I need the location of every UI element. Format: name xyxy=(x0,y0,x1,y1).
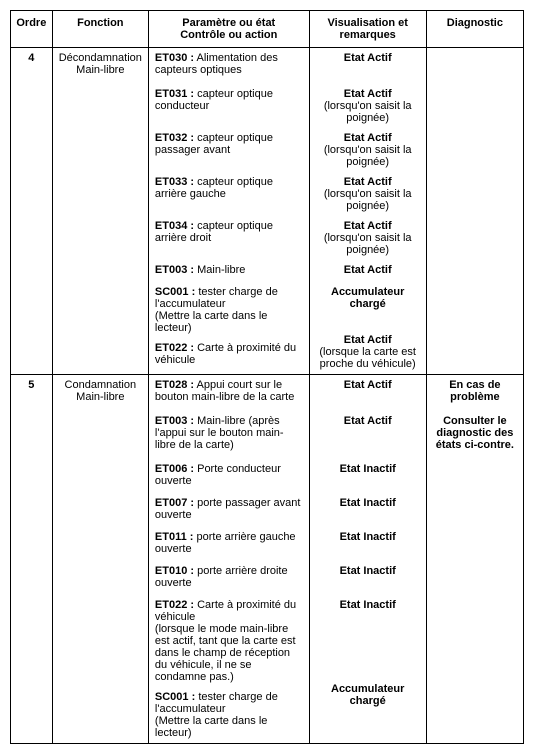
param-block: ET022 : Carte à proximité du véhicule xyxy=(155,342,303,370)
visual-state: Etat Inactif xyxy=(316,531,420,543)
param-block: ET028 : Appui court sur le bouton main-l… xyxy=(155,379,303,407)
param-code: ET028 : xyxy=(155,379,194,391)
param-block: ET030 : Alimentation des capteurs optiqu… xyxy=(155,52,303,80)
visual-cell: Etat ActifEtat Actif(lorsqu'on saisit la… xyxy=(309,48,426,375)
visual-block: Etat Inactif xyxy=(316,599,420,675)
header-ordre: Ordre xyxy=(11,11,53,48)
visual-state: Etat Actif xyxy=(316,176,420,188)
param-cell: ET028 : Appui court sur le bouton main-l… xyxy=(148,375,309,744)
visual-state: Etat Actif xyxy=(316,88,420,100)
visual-state: Etat Actif xyxy=(316,379,420,391)
visual-state: Etat Actif xyxy=(316,415,420,427)
visual-block: Etat Actif xyxy=(316,52,420,80)
param-code: ET011 : xyxy=(155,531,194,543)
visual-state: Etat Inactif xyxy=(316,497,420,509)
header-visual: Visualisation et remarques xyxy=(309,11,426,48)
visual-state: Etat Inactif xyxy=(316,599,420,611)
param-code: ET032 : xyxy=(155,132,194,144)
param-code: SC001 : xyxy=(155,286,195,298)
visual-state: Accumulateur chargé xyxy=(316,286,420,310)
param-block: ET006 : Porte conducteur ouverte xyxy=(155,463,303,489)
param-block: SC001 : tester charge de l'accumulateur(… xyxy=(155,691,303,739)
diag-text: Consulter le diagnostic des états ci-con… xyxy=(433,415,517,451)
visual-remark: (lorsqu'on saisit la poignée) xyxy=(316,100,420,124)
param-block: ET010 : porte arrière droite ouverte xyxy=(155,565,303,591)
visual-block: Etat Inactif xyxy=(316,565,420,591)
visual-state: Etat Actif xyxy=(316,264,420,276)
diag-cell xyxy=(426,48,523,375)
visual-state: Etat Actif xyxy=(316,334,420,346)
param-block: ET003 : Main-libre (après l'appui sur le… xyxy=(155,415,303,455)
fonction-cell: Condamnation Main-libre xyxy=(52,375,148,744)
param-block: ET032 : capteur optique passager avant xyxy=(155,132,303,168)
table-row: 5Condamnation Main-libreET028 : Appui co… xyxy=(11,375,524,744)
header-fonction: Fonction xyxy=(52,11,148,48)
param-code: ET007 : xyxy=(155,497,194,509)
param-block: ET031 : capteur optique conducteur xyxy=(155,88,303,124)
param-code: ET006 : xyxy=(155,463,194,475)
ordre-cell: 5 xyxy=(11,375,53,744)
param-block: ET034 : capteur optique arrière droit xyxy=(155,220,303,256)
param-code: ET022 : xyxy=(155,599,194,611)
param-code: ET030 : xyxy=(155,52,194,64)
param-code: ET003 : xyxy=(155,264,194,276)
visual-block: Etat Inactif xyxy=(316,497,420,523)
diag-text: En cas de problème xyxy=(433,379,517,403)
param-code: ET034 : xyxy=(155,220,194,232)
visual-state: Etat Actif xyxy=(316,132,420,144)
header-row: Ordre Fonction Paramètre ou état Contrôl… xyxy=(11,11,524,48)
visual-block: Etat Inactif xyxy=(316,531,420,557)
visual-block: Etat Actif(lorsqu'on saisit la poignée) xyxy=(316,176,420,212)
visual-remark: (lorsqu'on saisit la poignée) xyxy=(316,232,420,256)
visual-block: Etat Actif xyxy=(316,264,420,278)
visual-remark: (lorsque la carte est proche du véhicule… xyxy=(316,346,420,370)
param-note: (lorsque le mode main-libre est actif, t… xyxy=(155,623,303,683)
visual-block: Etat Inactif xyxy=(316,463,420,489)
param-block: ET022 : Carte à proximité du véhicule(lo… xyxy=(155,599,303,683)
param-block: ET007 : porte passager avant ouverte xyxy=(155,497,303,523)
visual-block: Etat Actif xyxy=(316,379,420,407)
param-note: (Mettre la carte dans le lecteur) xyxy=(155,310,303,334)
table-row: 4Décondamnation Main-libreET030 : Alimen… xyxy=(11,48,524,375)
param-code: ET003 : xyxy=(155,415,194,427)
visual-remark: (lorsqu'on saisit la poignée) xyxy=(316,188,420,212)
visual-block: Etat Actif(lorsqu'on saisit la poignée) xyxy=(316,220,420,256)
visual-cell: Etat Actif Etat Actif Etat Inactif Etat Ina… xyxy=(309,375,426,744)
visual-state: Etat Inactif xyxy=(316,565,420,577)
visual-state: Etat Inactif xyxy=(316,463,420,475)
fonction-cell: Décondamnation Main-libre xyxy=(52,48,148,375)
param-block: ET033 : capteur optique arrière gauche xyxy=(155,176,303,212)
param-note: (Mettre la carte dans le lecteur) xyxy=(155,715,303,739)
param-code: ET031 : xyxy=(155,88,194,100)
visual-block: Etat Actif(lorsqu'on saisit la poignée) xyxy=(316,88,420,124)
param-code: ET033 : xyxy=(155,176,194,188)
param-cell: ET030 : Alimentation des capteurs optiqu… xyxy=(148,48,309,375)
visual-block: Etat Actif(lorsqu'on saisit la poignée) xyxy=(316,132,420,168)
visual-block: Etat Actif(lorsque la carte est proche d… xyxy=(316,334,420,370)
param-code: SC001 : xyxy=(155,691,195,703)
diag-cell: En cas de problème Consulter le diagnosti… xyxy=(426,375,523,744)
visual-remark: (lorsqu'on saisit la poignée) xyxy=(316,144,420,168)
param-block: ET003 : Main-libre xyxy=(155,264,303,278)
ordre-cell: 4 xyxy=(11,48,53,375)
visual-block: Accumulateur chargé xyxy=(316,683,420,723)
param-code: ET010 : xyxy=(155,565,194,577)
visual-state: Etat Actif xyxy=(316,52,420,64)
header-diag: Diagnostic xyxy=(426,11,523,48)
header-param: Paramètre ou état Contrôle ou action xyxy=(148,11,309,48)
param-desc: Main-libre xyxy=(194,264,245,276)
param-code: ET022 : xyxy=(155,342,194,354)
param-block: SC001 : tester charge de l'accumulateur(… xyxy=(155,286,303,334)
param-block: ET011 : porte arrière gauche ouverte xyxy=(155,531,303,557)
visual-block: Accumulateur chargé xyxy=(316,286,420,326)
visual-block: Etat Actif xyxy=(316,415,420,455)
visual-state: Accumulateur chargé xyxy=(316,683,420,707)
visual-state: Etat Actif xyxy=(316,220,420,232)
